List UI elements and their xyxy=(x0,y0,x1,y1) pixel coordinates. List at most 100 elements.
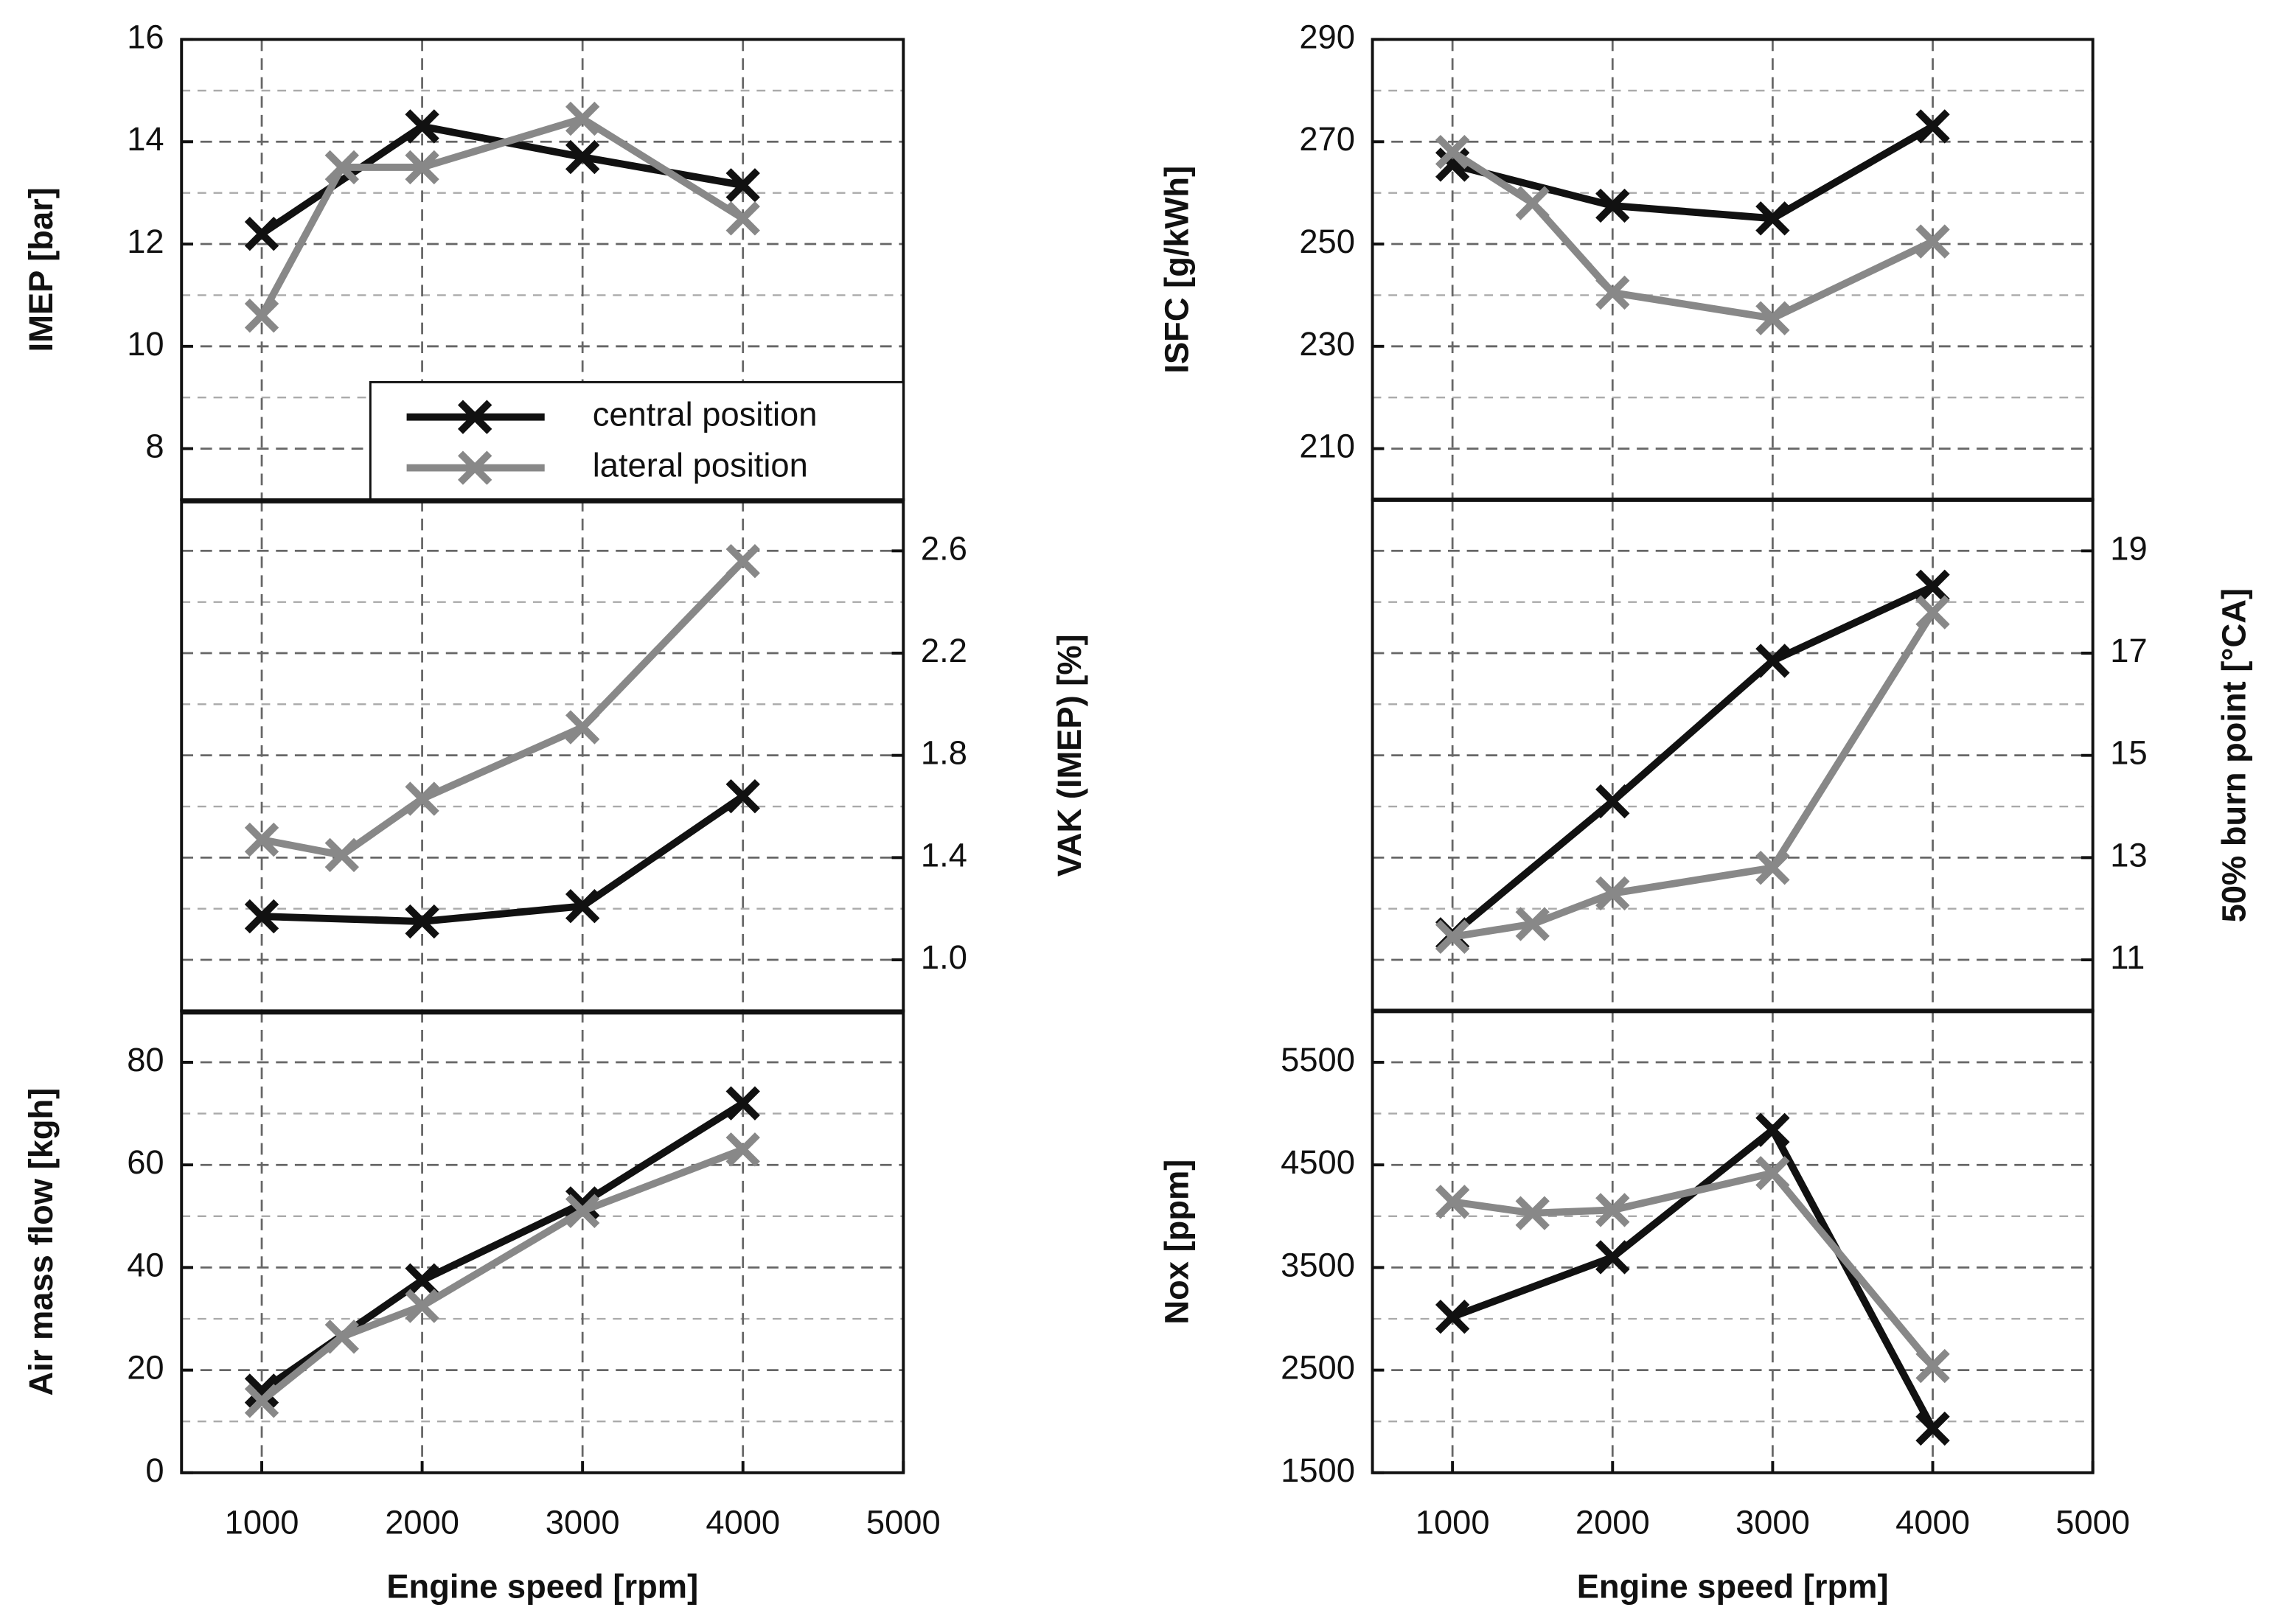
x-tick-label: 4000 xyxy=(1895,1504,1970,1541)
x-tick-label: 2000 xyxy=(385,1504,459,1541)
x-tick-label: 5000 xyxy=(2055,1504,2130,1541)
marker xyxy=(565,139,600,175)
series-line xyxy=(1450,583,1935,938)
marker xyxy=(1435,1300,1470,1334)
y-tick-label: 11 xyxy=(2110,938,2145,976)
marker xyxy=(1915,1348,1950,1384)
marker xyxy=(1515,907,1550,941)
y-axis-label: ISFC [g/kWh] xyxy=(1158,166,1196,374)
marker xyxy=(725,543,760,579)
marker xyxy=(244,298,279,333)
y-tick-label: 8 xyxy=(145,428,164,465)
marker xyxy=(1755,1112,1790,1148)
marker xyxy=(565,889,600,924)
marker xyxy=(1755,644,1790,678)
y-tick-label: 19 xyxy=(2110,529,2147,567)
marker xyxy=(1435,919,1470,955)
series-line xyxy=(1451,123,1935,223)
x-axis-label: Engine speed [rpm] xyxy=(386,1567,698,1605)
marker xyxy=(1755,301,1790,335)
y-tick-label: 2.6 xyxy=(921,529,967,567)
marker xyxy=(565,1193,600,1229)
y-axis-label: 50% burn point [°CA] xyxy=(2215,588,2253,922)
marker xyxy=(1515,1196,1550,1230)
marker xyxy=(1595,275,1630,310)
y-tick-label: 2500 xyxy=(1281,1349,1355,1387)
marker xyxy=(324,1320,359,1354)
y-tick-label: 2.2 xyxy=(921,632,967,669)
marker xyxy=(244,216,279,251)
marker xyxy=(1595,876,1630,911)
marker xyxy=(1515,186,1550,220)
y-tick-label: 290 xyxy=(1299,18,1355,55)
y-tick-label: 16 xyxy=(127,18,164,55)
y-tick-label: 1.8 xyxy=(921,734,967,772)
y-tick-label: 3500 xyxy=(1281,1246,1355,1283)
marker xyxy=(1755,1156,1790,1191)
legend-label: lateral position xyxy=(593,447,808,484)
y-tick-label: 10 xyxy=(127,325,164,363)
marker xyxy=(565,710,600,745)
y-tick-label: 1500 xyxy=(1281,1452,1355,1489)
y-tick-label: 17 xyxy=(2110,632,2147,669)
legend-label: central position xyxy=(593,396,818,433)
marker xyxy=(565,101,600,136)
legend-marker xyxy=(457,400,492,434)
marker xyxy=(405,781,439,816)
y-tick-label: 1.4 xyxy=(921,836,967,874)
x-tick-label: 4000 xyxy=(706,1504,780,1541)
x-axis-label: Engine speed [rpm] xyxy=(1577,1567,1889,1605)
x-tick-label: 3000 xyxy=(546,1504,620,1541)
marker xyxy=(244,1373,279,1408)
y-tick-label: 0 xyxy=(145,1452,164,1489)
marker xyxy=(1755,201,1790,236)
x-tick-label: 3000 xyxy=(1735,1504,1810,1541)
marker xyxy=(1915,569,1950,604)
y-tick-label: 15 xyxy=(2110,734,2147,772)
marker xyxy=(405,109,439,144)
marker xyxy=(244,899,279,934)
y-axis-label: Nox [ppm] xyxy=(1158,1160,1196,1325)
y-tick-label: 5500 xyxy=(1281,1041,1355,1078)
y-tick-label: 12 xyxy=(127,223,164,260)
marker xyxy=(244,822,279,857)
marker xyxy=(324,837,359,873)
marker xyxy=(1915,224,1950,259)
marker xyxy=(1595,188,1630,223)
marker xyxy=(244,1384,279,1418)
x-tick-label: 1000 xyxy=(1416,1504,1490,1541)
marker xyxy=(1755,851,1790,885)
marker xyxy=(405,1289,439,1323)
y-tick-label: 1.0 xyxy=(921,938,967,976)
y-tick-label: 40 xyxy=(127,1246,164,1283)
marker xyxy=(1595,1193,1630,1227)
legend-marker xyxy=(457,450,492,485)
y-axis-label: IMEP [bar] xyxy=(22,187,60,352)
y-tick-label: 270 xyxy=(1299,120,1355,158)
y-tick-label: 230 xyxy=(1299,325,1355,363)
marker xyxy=(1435,134,1470,170)
y-tick-label: 210 xyxy=(1299,428,1355,465)
y-axis-label: Air mass flow [kgh] xyxy=(22,1088,60,1396)
y-tick-label: 250 xyxy=(1299,223,1355,260)
marker xyxy=(725,1086,760,1121)
y-tick-label: 4500 xyxy=(1281,1143,1355,1181)
marker xyxy=(405,1263,439,1297)
marker xyxy=(1595,784,1630,819)
marker xyxy=(725,778,760,814)
marker xyxy=(725,1132,760,1167)
y-tick-label: 13 xyxy=(2110,836,2147,874)
marker xyxy=(324,150,359,185)
y-tick-label: 60 xyxy=(127,1143,164,1181)
marker xyxy=(1915,595,1950,630)
marker xyxy=(1915,1411,1950,1446)
y-tick-label: 80 xyxy=(127,1041,164,1078)
marker xyxy=(725,201,760,236)
marker xyxy=(725,168,760,203)
x-tick-label: 2000 xyxy=(1576,1504,1650,1541)
marker xyxy=(1435,1185,1470,1219)
marker xyxy=(1915,109,1950,144)
series-line xyxy=(261,793,745,925)
